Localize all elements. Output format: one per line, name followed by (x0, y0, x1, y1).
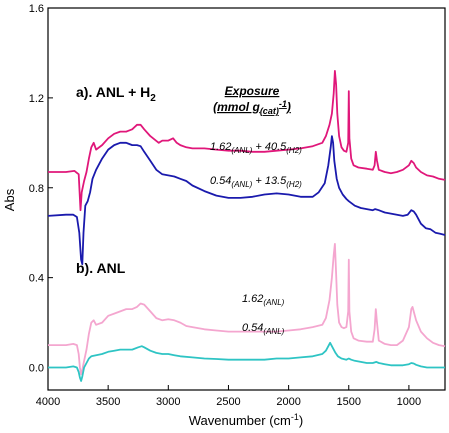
x-tick-label: 2500 (216, 396, 240, 408)
panel-b-label: b). ANL (76, 260, 126, 276)
x-axis-title: Wavenumber (cm-1) (189, 412, 303, 428)
y-tick-label: 0.0 (29, 363, 44, 375)
y-tick-label: 0.4 (29, 273, 44, 285)
series-line-2 (47, 135, 446, 266)
series-label-1: 1.62(ANL) + 40.5(H2) (210, 141, 302, 155)
panel-a-label: a). ANL + H2 (76, 84, 156, 104)
legend-title-line1: Exposure (225, 84, 280, 98)
x-tick-label: 4000 (36, 396, 60, 408)
y-axis-title: Abs (2, 188, 17, 211)
x-axis-ticks: 4000 3500 3000 2500 2000 1500 1000 (36, 385, 421, 408)
series-label-2: 0.54(ANL) + 13.5(H2) (210, 175, 302, 189)
y-tick-label: 1.2 (29, 93, 44, 105)
y-tick-label: 1.6 (29, 3, 44, 15)
series-label-3: 1.62(ANL) (242, 293, 285, 307)
x-tick-label: 1500 (337, 396, 361, 408)
series-layer (47, 70, 446, 382)
x-tick-label: 3500 (96, 396, 120, 408)
legend-title-line2: (mmol g(cat)-1) (213, 99, 291, 116)
y-axis-ticks: 0.0 0.4 0.8 1.2 1.6 (29, 3, 53, 375)
series-line-4 (48, 341, 445, 382)
y-tick-label: 0.8 (29, 183, 44, 195)
x-tick-label: 2000 (276, 396, 300, 408)
series-label-4: 0.54(ANL) (242, 322, 285, 336)
series-line-1 (48, 70, 446, 212)
x-tick-label: 3000 (156, 396, 180, 408)
plot-frame (47, 7, 446, 391)
x-tick-label: 1000 (397, 396, 421, 408)
series-line-3 (48, 243, 446, 376)
